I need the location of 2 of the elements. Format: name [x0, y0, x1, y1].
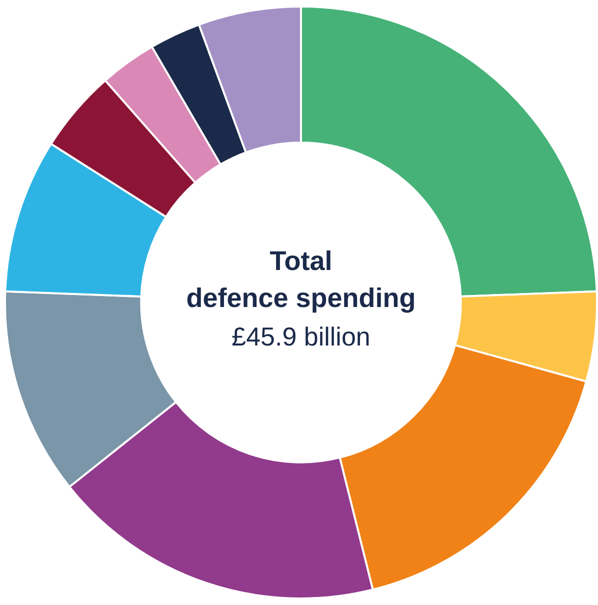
text: £45.9 billion	[232, 322, 370, 352]
text: Total defence spending	[186, 246, 416, 313]
